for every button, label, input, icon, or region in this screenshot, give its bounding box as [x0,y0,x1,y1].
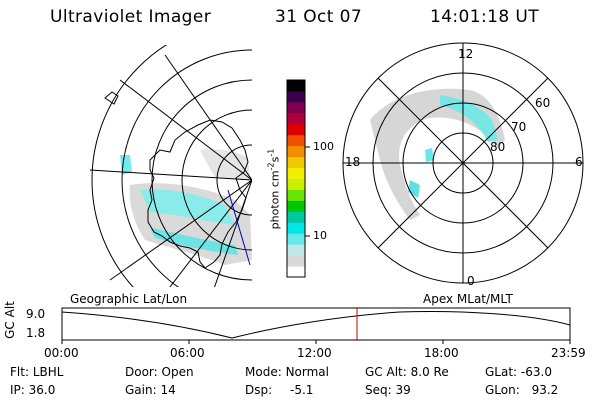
image-date: 31 Oct 07 [275,7,363,27]
mode-info: Mode: Normal [245,365,329,379]
mlt-line-diag-2 [377,77,549,249]
colorbar-segment [287,123,305,136]
geo-lon-lines [89,54,252,287]
colorbar-segment [287,167,305,179]
header-bar: Ultraviolet Imager 31 Oct 07 14:01:18 UT [0,7,600,31]
gcalt-info: GC Alt: 8.0 Re [365,365,449,379]
colorbar-tick-10: 10 [313,229,327,242]
colorbar-segment [287,189,305,201]
mlt-label-18: 18 [345,155,361,169]
polar-map [342,42,584,284]
colorbar-segment [287,101,305,114]
orbit-track [227,189,251,266]
ip-info: IP: 36.0 [10,383,56,397]
colorbar-segment [287,266,305,278]
lat-label-70: 70 [511,120,527,134]
mlt-label-12: 12 [458,47,474,61]
colorbar-segment [287,255,305,267]
mlt-label-0: 0 [467,274,475,288]
filter-info: Flt: LBHL [10,365,64,379]
colorbar-segment [287,80,305,92]
apex-caption: Apex MLat/MLT [423,292,513,306]
x-tick-2359: 23:59 [551,346,586,360]
x-tick-0600: 06:00 [170,346,205,360]
geo-lat-circles [91,45,252,287]
orbit-plot [61,307,571,344]
altitude-curve [61,311,571,339]
dsp-info: Dsp: -5.1 [245,383,314,397]
colorbar-segment [287,233,305,245]
colorbar-segment [287,200,305,212]
colorbar-segment [287,156,305,169]
colorbar-segment [287,178,305,190]
instrument-title: Ultraviolet Imager [50,7,212,27]
colorbar-segment [287,244,305,256]
glat-info: GLat: -63.0 [485,365,552,379]
coastline [147,119,249,269]
door-info: Door: Open [125,365,194,379]
mlt-label-6: 6 [575,155,583,169]
x-tick-1200: 12:00 [297,346,332,360]
island-outline [104,91,119,105]
colorbar-tick-100: 100 [313,140,334,153]
colorbar [287,80,305,278]
seq-info: Seq: 39 [365,383,411,397]
colorbar-segment [287,90,305,103]
y-tick-9: 9.0 [26,307,46,321]
image-time: 14:01:18 UT [430,7,539,27]
x-axis-ticks [61,340,571,344]
y-tick-1: 1.8 [26,326,46,340]
glon-info: GLon: 93.2 [485,383,559,397]
colorbar-unit-label: photon cm-2s-1 [266,148,282,230]
lat-label-60: 60 [535,96,551,110]
colorbar-segment [287,222,305,234]
auroral-emission-polar [370,88,505,220]
y-axis-label: GC Alt [3,301,17,339]
lat-label-80: 80 [490,140,506,154]
colorbar-segment [287,211,305,223]
colorbar-segment [287,145,305,158]
geographic-map [89,45,252,287]
x-tick-1800: 18:00 [424,346,459,360]
geo-caption: Geographic Lat/Lon [70,292,188,306]
colorbar-frame [286,79,310,278]
gain-info: Gain: 14 [125,383,176,397]
colorbar-segment [287,134,305,147]
x-tick-0000: 00:00 [44,346,79,360]
colorbar-segment [287,112,305,125]
